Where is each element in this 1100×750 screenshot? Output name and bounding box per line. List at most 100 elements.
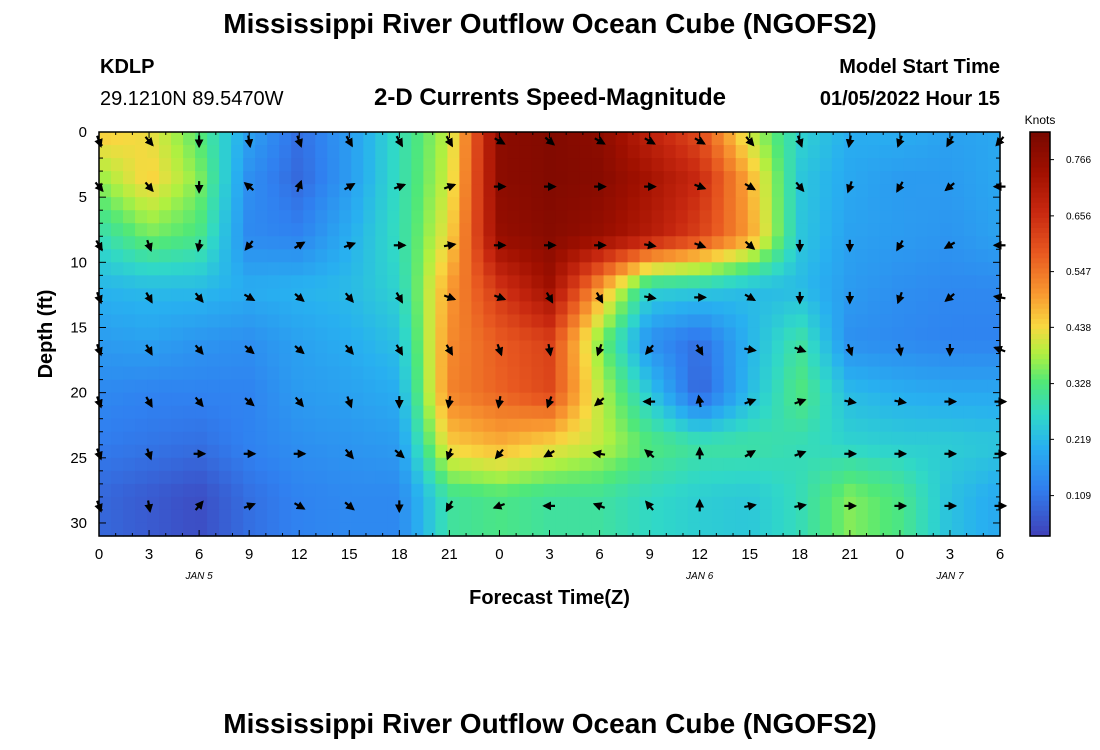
- heatmap-cell: [771, 262, 785, 276]
- heatmap-cell: [711, 431, 725, 446]
- heatmap-cell: [291, 249, 304, 263]
- heatmap-cell: [435, 496, 448, 511]
- heatmap-cell: [123, 392, 136, 407]
- heatmap-cell: [495, 249, 509, 263]
- heatmap-cell: [699, 301, 713, 316]
- heatmap-cell: [291, 223, 304, 237]
- heatmap-cell: [663, 392, 677, 407]
- heatmap-cell: [963, 249, 977, 263]
- heatmap-cell: [219, 275, 232, 289]
- heatmap-cell: [843, 483, 857, 498]
- heatmap-cell: [447, 314, 460, 329]
- heatmap-cell: [771, 301, 785, 316]
- heatmap-cell: [495, 366, 509, 381]
- current-vector: [795, 181, 805, 193]
- heatmap-cell: [591, 236, 605, 250]
- heatmap-cell: [267, 249, 280, 263]
- heatmap-cell: [399, 210, 412, 224]
- heatmap-cell: [99, 301, 112, 316]
- heatmap-cell: [279, 340, 292, 355]
- heatmap-cell: [639, 288, 653, 303]
- heatmap-cell: [939, 210, 953, 224]
- heatmap-cell: [327, 145, 340, 159]
- heatmap-cell: [219, 314, 232, 329]
- heatmap-cell: [867, 301, 881, 316]
- heatmap-cell: [675, 327, 689, 342]
- heatmap-cell: [135, 275, 148, 289]
- heatmap-cell: [927, 522, 941, 537]
- heatmap-cell: [435, 210, 448, 224]
- colorbar-segment: [1030, 212, 1050, 219]
- heatmap-cell: [867, 418, 881, 433]
- heatmap-cell: [723, 210, 737, 224]
- heatmap-cell: [831, 171, 845, 185]
- heatmap-cell: [471, 405, 485, 420]
- heatmap-cell: [495, 171, 509, 185]
- heatmap-cell: [807, 301, 821, 316]
- heatmap-cell: [447, 457, 460, 472]
- current-vector: [745, 136, 755, 147]
- heatmap-cell: [255, 223, 268, 237]
- current-vector: [194, 500, 204, 511]
- heatmap-cell: [111, 431, 124, 446]
- heatmap-cell: [615, 145, 629, 159]
- heatmap-cell: [363, 509, 376, 524]
- heatmap-cell: [927, 262, 941, 276]
- heatmap-cell: [363, 353, 376, 368]
- heatmap-cell: [627, 223, 641, 237]
- heatmap-cell: [315, 379, 328, 394]
- heatmap-cell: [831, 262, 845, 276]
- heatmap-cell: [531, 314, 545, 329]
- heatmap-cell: [675, 509, 689, 524]
- heatmap-cell: [507, 249, 521, 263]
- heatmap-cell: [135, 327, 148, 342]
- heatmap-cell: [303, 236, 316, 250]
- heatmap-cell: [855, 236, 869, 250]
- heatmap-cell: [435, 483, 448, 498]
- heatmap-cell: [975, 288, 989, 303]
- heatmap-cell: [627, 236, 641, 250]
- heatmap-cell: [639, 353, 653, 368]
- heatmap-cell: [615, 223, 629, 237]
- heatmap-cell: [471, 366, 485, 381]
- heatmap-cell: [339, 522, 352, 537]
- heatmap-cell: [459, 223, 473, 237]
- heatmap-cell: [363, 418, 376, 433]
- heatmap-cell: [255, 379, 268, 394]
- heatmap-cell: [183, 132, 196, 146]
- heatmap-cell: [375, 223, 388, 237]
- heatmap-cell: [687, 158, 701, 172]
- heatmap-cell: [411, 314, 424, 329]
- heatmap-cell: [951, 301, 965, 316]
- heatmap-cell: [927, 301, 941, 316]
- heatmap-cell: [963, 301, 977, 316]
- heatmap-cell: [459, 132, 473, 146]
- heatmap-cell: [375, 431, 388, 446]
- heatmap-cell: [483, 405, 497, 420]
- heatmap-cell: [495, 145, 509, 159]
- heatmap-cell: [507, 262, 521, 276]
- heatmap-cell: [879, 327, 893, 342]
- heatmap-cell: [243, 301, 256, 316]
- heatmap-cell: [735, 197, 749, 211]
- heatmap-cell: [219, 392, 232, 407]
- colorbar-segment: [1030, 470, 1050, 476]
- heatmap-cell: [699, 132, 713, 146]
- heatmap-cell: [159, 288, 172, 303]
- heatmap-cell: [795, 288, 809, 303]
- heatmap-cell: [267, 379, 280, 394]
- heatmap-cell: [591, 405, 605, 420]
- heatmap-cell: [723, 132, 737, 146]
- heatmap-cell: [579, 184, 593, 198]
- heatmap-cell: [891, 496, 905, 511]
- heatmap-cell: [603, 431, 617, 446]
- heatmap-cell: [399, 314, 412, 329]
- heatmap-cell: [363, 405, 376, 420]
- heatmap-cell: [327, 301, 340, 316]
- heatmap-cell: [135, 405, 148, 420]
- heatmap-cell: [243, 444, 256, 459]
- heatmap-cell: [555, 223, 569, 237]
- heatmap-cell: [531, 470, 545, 485]
- colorbar-segment: [1030, 515, 1050, 522]
- heatmap-cell: [447, 509, 460, 524]
